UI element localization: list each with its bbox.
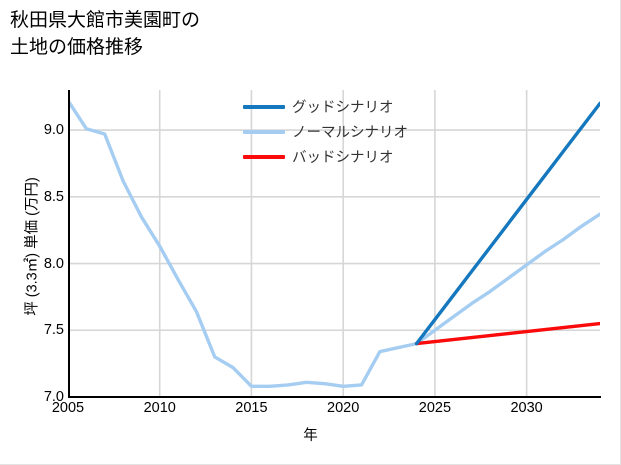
x-tick-label: 2020 [327,400,360,416]
legend-item-label: バッドシナリオ [292,150,394,166]
x-tick-label: 2015 [235,400,268,416]
series-line [414,101,600,346]
legend-item-label: グッドシナリオ [292,100,394,116]
y-tick-label: 7.5 [43,322,64,339]
x-tick-label: 2010 [143,400,176,416]
y-tick-label: 7.0 [43,389,64,405]
x-axis-spine [68,396,601,398]
x-tick-label: 2025 [418,400,452,416]
legend-item[interactable]: ノーマルシナリオ [243,119,473,144]
legend-color-swatch [243,154,285,159]
y-tick-label: 9.0 [43,122,64,139]
chart-title: 秋田県大館市美園町の 土地の価格推移 [10,10,201,58]
legend-color-swatch [243,104,285,109]
y-axis-spine [68,90,70,398]
plot-area [68,90,600,397]
x-tick-label: 2005 [51,400,85,416]
y-axis-label: 坪 (3.3㎡) 単価 (万円) [24,177,41,316]
series-line [414,321,600,346]
legend-item[interactable]: バッドシナリオ [243,144,473,169]
y-axis-tick-labels: 7.0 7.5 8.0 8.5 9.0 [0,0,64,464]
plot-svg [68,90,600,397]
chart-legend: グッドシナリオ ノーマルシナリオ バッドシナリオ [243,94,473,169]
gridlines-horizontal [68,129,600,397]
x-tick-label: 2030 [510,400,543,416]
y-tick-label: 8.5 [43,188,64,205]
series-line [68,98,600,389]
legend-item-label: ノーマルシナリオ [292,125,408,141]
y-tick-label: 8.0 [43,255,64,272]
legend-item[interactable]: グッドシナリオ [243,94,473,119]
x-axis-label: 年 [303,428,318,444]
legend-color-swatch [243,129,285,134]
series-lines [68,98,600,389]
